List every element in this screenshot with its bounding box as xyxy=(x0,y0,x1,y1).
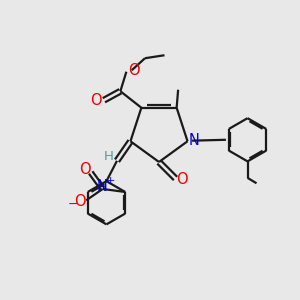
Text: N: N xyxy=(189,133,200,148)
Text: +: + xyxy=(106,176,116,186)
Text: H: H xyxy=(103,150,113,163)
Text: O: O xyxy=(79,162,91,177)
Text: −: − xyxy=(68,197,78,211)
Text: O: O xyxy=(128,63,140,78)
Text: N: N xyxy=(97,179,107,194)
Text: O: O xyxy=(176,172,188,188)
Text: O: O xyxy=(74,194,85,209)
Text: O: O xyxy=(91,93,102,108)
